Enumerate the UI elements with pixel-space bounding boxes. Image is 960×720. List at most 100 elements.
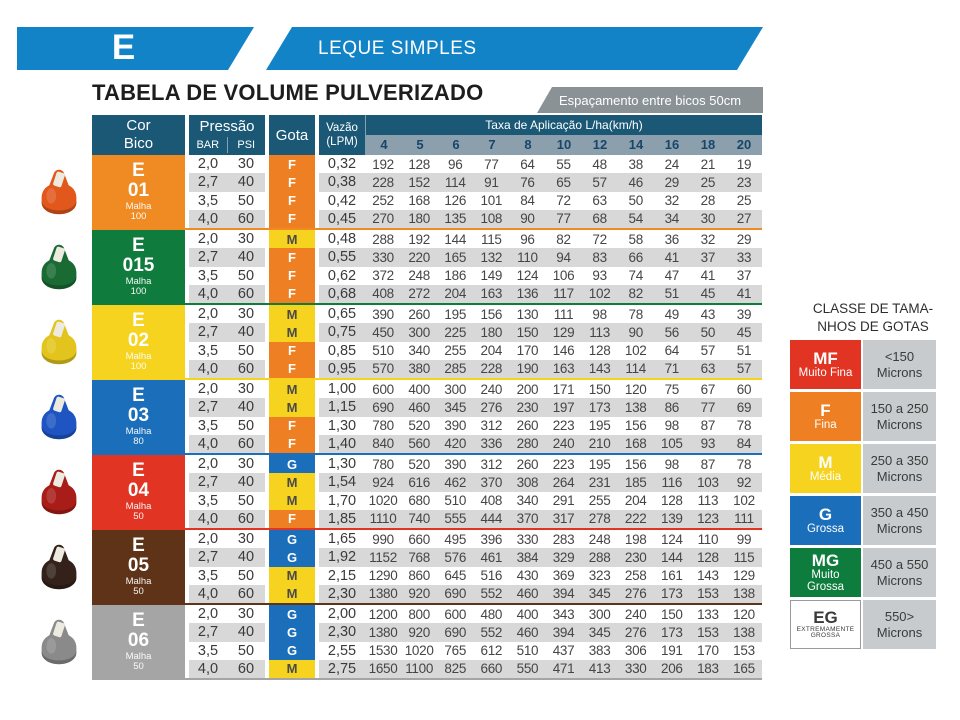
application-rate-value: 165 <box>444 249 467 265</box>
application-rate-value: 220 <box>408 249 430 265</box>
application-rate-value: 57 <box>700 343 716 359</box>
speed-header: 6 <box>452 137 460 152</box>
flow-rate-block: 1,30 780 520 390 312 260 223 195 156 98 87 78 1,54 92… <box>319 455 762 528</box>
application-rate-value: 138 <box>733 586 755 602</box>
application-rate-value: 552 <box>480 586 503 602</box>
application-rate-value: 102 <box>733 493 755 509</box>
droplet-class-cell: MG Muito Grossa <box>790 548 861 597</box>
application-rate-value: 146 <box>552 343 575 359</box>
droplet-class-value: F <box>269 209 315 228</box>
flow-rate-lpm: 2,30 <box>327 624 357 641</box>
application-rate-value: 106 <box>552 268 575 284</box>
application-rate-value: 58 <box>628 231 643 247</box>
droplet-size-range-line: Microns <box>876 520 923 536</box>
pressure-row: 2,7 40 <box>189 248 265 267</box>
application-rate-value: 49 <box>664 306 680 322</box>
application-rate-value: 170 <box>697 643 719 659</box>
application-rate-value: 32 <box>664 193 680 209</box>
speed-header: 5 <box>416 137 424 152</box>
application-rate-value: 99 <box>736 531 752 547</box>
nozzle-model: 03 <box>127 405 150 427</box>
application-rate-value: 576 <box>444 549 467 565</box>
application-rate-value: 396 <box>480 531 503 547</box>
mesh-label: Malha <box>125 425 152 437</box>
application-rate-value: 1100 <box>405 661 434 677</box>
psi-value: 50 <box>237 192 255 209</box>
application-rate-value: 163 <box>480 286 503 302</box>
column-gap <box>265 605 269 678</box>
application-rate-value: 173 <box>660 586 683 602</box>
application-rate-value: 180 <box>480 324 503 340</box>
application-rate-value: 312 <box>480 418 503 434</box>
application-rate-value: 1650 <box>368 661 398 677</box>
bar-value: 4,0 <box>197 660 219 677</box>
psi-value: 40 <box>237 624 255 641</box>
psi-value: 40 <box>237 474 255 491</box>
application-rate-value: 990 <box>372 531 394 547</box>
flow-rate-lpm: 0,42 <box>327 192 357 209</box>
application-rate-value: 288 <box>372 231 394 247</box>
application-rate-value: 204 <box>480 343 503 359</box>
droplet-class-value: M <box>269 380 315 399</box>
application-rate-value: 394 <box>552 586 575 602</box>
application-rate-value: 1380 <box>368 624 398 640</box>
application-rate-value: 46 <box>628 174 643 190</box>
application-rate-value: 98 <box>664 418 680 434</box>
psi-value: 40 <box>237 399 255 416</box>
column-gap <box>185 530 189 603</box>
application-rate-value: 276 <box>480 399 503 415</box>
col-header-psi: PSI <box>226 137 266 153</box>
application-rate-value: 156 <box>624 456 647 472</box>
nozzle-label-cell: E 015 Malha 100 <box>92 230 185 303</box>
application-rate-value: 90 <box>520 211 535 227</box>
application-rate-value: 69 <box>736 399 752 415</box>
application-rate-value: 128 <box>588 343 611 359</box>
application-rate-value: 372 <box>372 268 394 284</box>
application-rate-value: 210 <box>588 436 611 452</box>
column-gap <box>265 530 269 603</box>
application-rate-value: 288 <box>588 549 611 565</box>
application-rate-value: 394 <box>552 624 575 640</box>
application-rate-value: 110 <box>697 531 719 547</box>
application-rate-value: 600 <box>372 381 394 397</box>
application-rate-value: 129 <box>552 324 575 340</box>
application-rate-value: 130 <box>516 306 539 322</box>
application-rate-value: 91 <box>484 174 499 190</box>
application-rate-value: 616 <box>408 474 430 490</box>
category-banner: LEQUE SIMPLES <box>266 27 763 70</box>
nozzle-model: 02 <box>127 330 150 352</box>
application-rate-value: 50 <box>700 324 716 340</box>
pressure-row: 3,5 50 <box>189 267 265 285</box>
column-gap <box>315 380 319 453</box>
application-rate-value: 690 <box>444 624 467 640</box>
col-header-pressao-label: Pressão <box>199 118 255 135</box>
column-gap <box>265 230 269 303</box>
mesh-value: 50 <box>133 511 144 523</box>
application-rate-value: 77 <box>700 399 716 415</box>
application-rate-value: 645 <box>444 568 467 584</box>
application-rate-value: 285 <box>444 361 467 377</box>
psi-value: 40 <box>237 174 255 191</box>
bar-value: 4,0 <box>197 510 219 527</box>
psi-value: 50 <box>237 492 255 509</box>
droplet-class-name: Muito Grossa <box>807 569 844 593</box>
application-rate-value: 308 <box>516 474 539 490</box>
droplet-size-range: <150 Microns <box>863 340 936 389</box>
pressure-row: 2,0 30 <box>189 605 265 623</box>
droplet-class-name-line: EXTREMAMENTE <box>796 625 855 633</box>
application-rate-value: 192 <box>372 156 394 172</box>
application-rate-value: 1380 <box>368 586 398 602</box>
application-rate-value: 50 <box>628 193 643 209</box>
nozzle-label-cell: E 02 Malha 100 <box>92 305 185 378</box>
application-rate-value: 768 <box>408 549 430 565</box>
nozzle-model: 06 <box>127 630 150 652</box>
droplet-class-code: EG <box>813 607 838 627</box>
droplet-class-name: Muito Fina <box>799 367 853 379</box>
col-header-bico: Bico <box>123 135 154 152</box>
droplet-class-name: Grossa <box>807 523 844 535</box>
application-rate-row: 1,30 780 520 390 312 260 223 195 156 98 87 78 <box>319 455 762 473</box>
nozzle-tip-photo <box>41 169 77 215</box>
flow-rate-lpm: 1,65 <box>327 531 357 548</box>
flow-rate-lpm: 0,65 <box>327 306 357 323</box>
